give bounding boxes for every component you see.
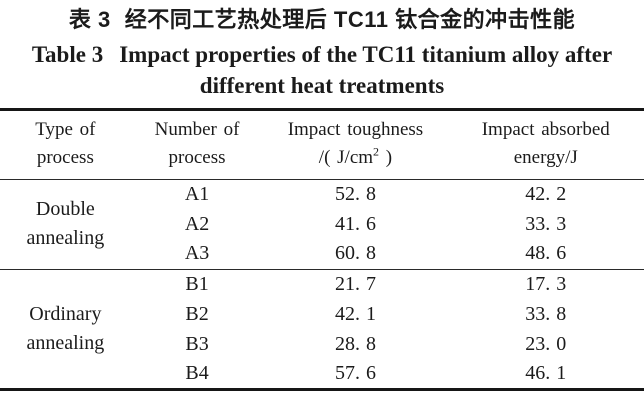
process-number-cell: B3 <box>185 332 209 355</box>
table-caption-english-line2: different heat treatments <box>199 72 445 98</box>
table-row: A2 41. 6 33. 3 <box>0 209 644 239</box>
process-number-cell: B2 <box>185 302 209 325</box>
header-row: Type of process Number of process Impact… <box>0 109 644 180</box>
process-number-cell: B4 <box>185 361 209 384</box>
table-row: A3 60. 8 48. 6 <box>0 239 644 269</box>
table-row: Double annealing A1 52. 8 42. 2 <box>0 179 644 249</box>
table-row: B2 42. 1 33. 8 <box>0 299 644 329</box>
column-header-type-of-process: Type of process <box>0 109 131 180</box>
table-header: Type of process Number of process Impact… <box>0 109 644 180</box>
table-row: B4 57. 6 46. 1 <box>0 359 644 389</box>
group-ordinary-annealing: Ordinary annealing B1 21. 7 17. 3 B2 42.… <box>0 269 644 389</box>
toughness-value-cell: 57. 6 <box>334 361 376 384</box>
energy-value-cell: 46. 1 <box>525 361 567 384</box>
toughness-value-cell: 21. 7 <box>334 272 376 295</box>
group-double-annealing: Double annealing A1 52. 8 42. 2 A2 41. 6… <box>0 179 644 270</box>
column-header-number-of-process: Number of process <box>130 109 264 180</box>
superscript-2: 2 <box>373 144 380 159</box>
table-title-cn: 经不同工艺热处理后 TC11 钛合金的冲击性能 <box>124 7 576 32</box>
column-header-impact-toughness: Impact toughness /( J/cm2 ) <box>263 109 448 180</box>
process-number-cell: A1 <box>184 182 210 205</box>
table-number-en: Table 3 <box>31 41 104 67</box>
process-number-cell: A2 <box>184 212 210 235</box>
process-type-cell: Double annealing <box>26 198 105 250</box>
energy-value-cell: 48. 6 <box>525 242 567 265</box>
table-number-cn: 表 3 <box>68 7 111 32</box>
toughness-value-cell: 52. 8 <box>334 182 376 205</box>
energy-value-cell: 42. 2 <box>525 182 567 205</box>
column-header-impact-absorbed-energy: Impact absorbed energy/J <box>447 109 644 180</box>
process-number-cell: B1 <box>185 272 209 295</box>
table-caption-chinese: 表 3 经不同工艺热处理后 TC11 钛合金的冲击性能 <box>0 6 644 35</box>
energy-value-cell: 33. 3 <box>525 212 567 235</box>
toughness-value-cell: 60. 8 <box>334 242 376 265</box>
table-title-en: Impact properties of the TC11 titanium a… <box>119 41 613 67</box>
toughness-value-cell: 42. 1 <box>334 302 376 325</box>
toughness-value-cell: 28. 8 <box>334 332 376 355</box>
table-caption-english-line1: Table 3 Impact properties of the TC11 tit… <box>0 39 644 70</box>
toughness-value-cell: 41. 6 <box>334 212 376 235</box>
impact-properties-table: Type of process Number of process Impact… <box>0 107 644 391</box>
process-number-cell: A3 <box>184 242 210 265</box>
energy-value-cell: 17. 3 <box>525 272 567 295</box>
table-row: Ordinary annealing B1 21. 7 17. 3 <box>0 269 644 354</box>
energy-value-cell: 23. 0 <box>525 332 567 355</box>
process-type-cell: Ordinary annealing <box>26 302 105 354</box>
energy-value-cell: 33. 8 <box>525 302 567 325</box>
table-row: B3 28. 8 23. 0 <box>0 329 644 359</box>
